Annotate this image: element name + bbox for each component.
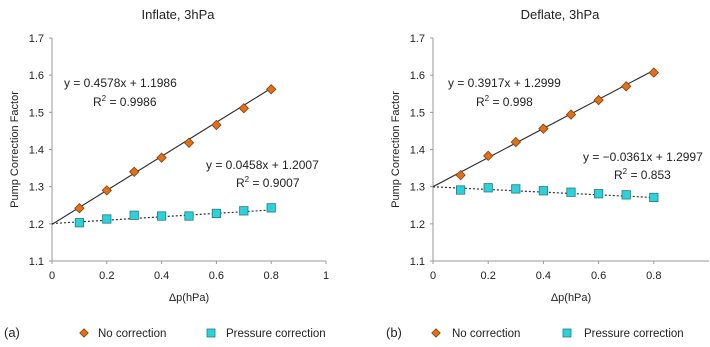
x-tick-label: 0.6 (209, 270, 224, 282)
trendline-equation: y = 0.3917x + 1.2999 (448, 76, 561, 90)
legend-label-pressure-correction: Pressure correction (226, 328, 326, 340)
trendline-equation: y = 0.4578x + 1.1986 (64, 76, 177, 90)
y-tick-label: 1.4 (29, 145, 44, 157)
data-point-no-correction (510, 136, 521, 148)
legend-label-no-correction: No correction (98, 328, 166, 340)
data-point-no-correction (101, 185, 112, 196)
legend-marker-no-correction (431, 328, 441, 338)
r-squared-label: R2 = 0.9007 (236, 175, 300, 190)
data-point-pressure-correction (74, 218, 84, 228)
legend-marker-no-correction (79, 328, 89, 338)
r-squared-label: R2 = 0.998 (476, 94, 533, 109)
y-tick-label: 1.2 (29, 219, 44, 231)
data-point-no-correction (129, 166, 140, 177)
data-point-no-correction (238, 103, 249, 114)
x-tick-label: 0.2 (99, 270, 114, 282)
y-axis-label: Pump Correction Factor (9, 91, 21, 208)
x-axis-label: Δp(hPa) (169, 292, 209, 304)
legend-marker-pressure-correction (562, 328, 572, 338)
data-point-pressure-correction (102, 214, 112, 224)
data-point-no-correction (156, 152, 167, 163)
trendline-pressure-correction (432, 186, 654, 199)
y-tick-label: 1.6 (29, 70, 44, 82)
data-point-no-correction (455, 169, 466, 181)
y-tick-label: 1.3 (29, 182, 44, 194)
data-point-pressure-correction (538, 186, 549, 196)
y-tick-label: 1.6 (410, 70, 425, 82)
legend-marker-pressure-correction (206, 328, 216, 338)
y-tick-label: 1.1 (29, 256, 44, 268)
data-point-pressure-correction (184, 211, 194, 221)
data-point-no-correction (266, 84, 277, 95)
x-tick-label: 0.8 (646, 270, 661, 282)
legend-a: (a) No correction Pressure correction (4, 325, 326, 340)
data-point-pressure-correction (455, 185, 466, 195)
data-point-no-correction (593, 94, 604, 106)
data-point-pressure-correction (483, 183, 493, 193)
trendline-equation: y = 0.0458x + 1.2007 (206, 158, 319, 172)
r-squared-label: R2 = 0.9986 (93, 94, 157, 109)
chart-title: Inflate, 3hPa (142, 7, 216, 22)
x-tick-label: 0.8 (264, 270, 279, 282)
x-tick-label: 1 (323, 270, 329, 282)
panel-deflate: Deflate, 3hPa 1.1 1.2 1.3 1.4 1.5 1.6 1.7 0 0.2 0.… (390, 7, 709, 304)
data-point-pressure-correction (266, 203, 276, 213)
data-point-no-correction (483, 150, 494, 161)
panel-label: (b) (386, 325, 402, 340)
data-point-no-correction (183, 137, 195, 148)
legend-label-pressure-correction: Pressure correction (584, 328, 684, 340)
data-point-pressure-correction (211, 208, 221, 219)
y-tick-label: 1.5 (410, 107, 425, 119)
legend-b: (b) No correction Pressure correction (386, 325, 684, 340)
data-point-pressure-correction (621, 190, 631, 200)
x-tick-label: 0.2 (481, 270, 496, 282)
y-tick-label: 1.7 (29, 33, 44, 45)
data-point-no-correction (648, 67, 659, 78)
data-point-pressure-correction (511, 184, 521, 194)
data-point-pressure-correction (594, 189, 604, 199)
y-axis-label: Pump Correction Factor (390, 91, 402, 208)
x-tick-label: 0 (430, 270, 436, 282)
data-point-no-correction (74, 203, 85, 214)
data-point-no-correction (538, 123, 549, 134)
y-tick-label: 1.1 (410, 256, 425, 268)
y-tick-label: 1.7 (410, 33, 425, 45)
x-axis-label: Δp(hPa) (551, 292, 591, 304)
data-point-pressure-correction (239, 206, 249, 216)
data-point-no-correction (211, 119, 222, 131)
panel-label: (a) (4, 325, 20, 340)
data-point-pressure-correction (129, 210, 139, 220)
chart-title: Deflate, 3hPa (521, 7, 601, 22)
r-squared-label: R2 = 0.853 (614, 167, 671, 182)
panel-inflate: Inflate, 3hPa 1.1 1.2 1.3 1.4 1.5 1.6 1.7 0 0.2 0.… (9, 7, 329, 304)
x-tick-label: 0.4 (536, 270, 551, 282)
x-tick-label: 0 (49, 270, 55, 282)
y-tick-label: 1.4 (410, 145, 425, 157)
x-tick-label: 0.6 (591, 270, 606, 282)
y-tick-label: 1.3 (410, 182, 425, 194)
trendline-equation: y = −0.0361x + 1.2997 (583, 150, 703, 164)
y-tick-label: 1.2 (410, 219, 425, 231)
data-point-no-correction (621, 81, 632, 92)
x-tick-label: 0.4 (154, 270, 169, 282)
data-point-pressure-correction (156, 211, 167, 221)
legend-label-no-correction: No correction (452, 328, 520, 340)
y-tick-label: 1.5 (29, 107, 44, 119)
data-point-pressure-correction (566, 187, 576, 197)
data-point-pressure-correction (649, 192, 659, 203)
data-point-no-correction (565, 109, 577, 120)
